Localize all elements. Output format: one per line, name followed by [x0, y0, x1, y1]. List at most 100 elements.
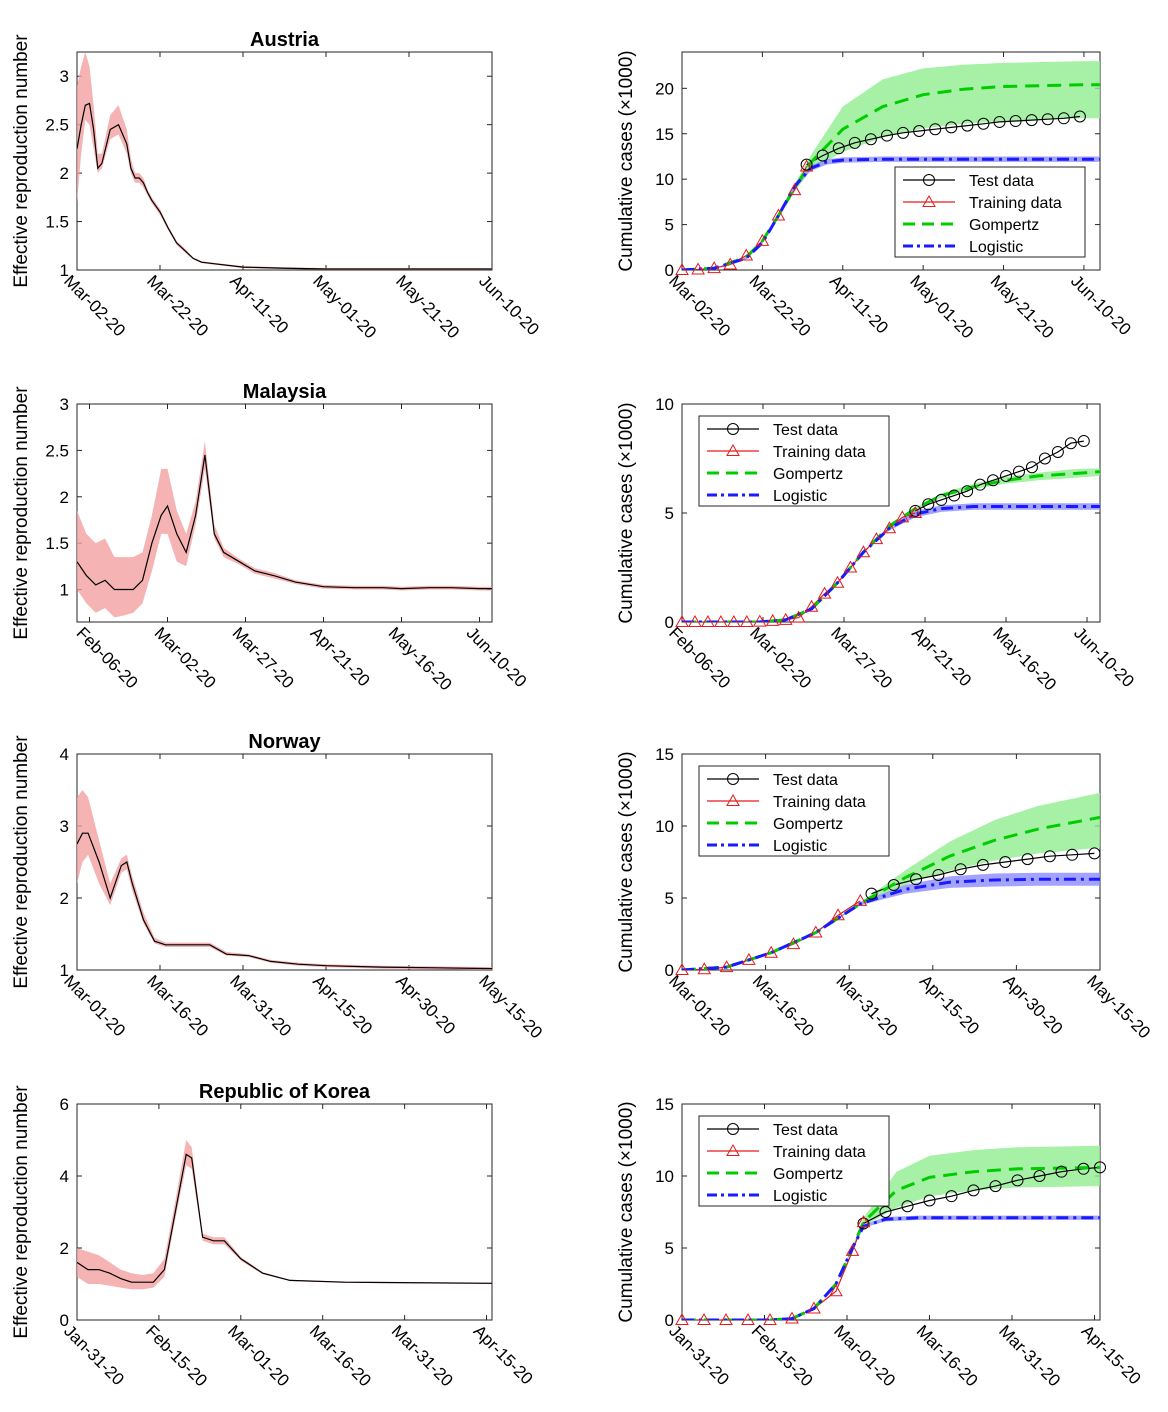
test-data-point	[974, 478, 987, 491]
test-data-point	[1088, 847, 1101, 860]
x-tick-label: May-21-20	[987, 271, 1058, 342]
test-data-line	[915, 440, 1084, 512]
legend-label: Logistic	[773, 488, 827, 505]
test-data-point	[1077, 1162, 1090, 1175]
training-data-point	[778, 612, 793, 625]
y-tick-label: 0	[665, 961, 674, 980]
legend-label: Training data	[969, 195, 1062, 212]
y-tick-label: 2	[60, 889, 69, 908]
legend-label: Test data	[969, 173, 1034, 190]
confidence-band	[682, 1145, 1100, 1320]
test-data-point	[913, 125, 926, 138]
legend: Test data Training data Gompertz Logistic	[698, 1115, 890, 1207]
y-tick-label: 15	[655, 745, 674, 764]
series-line	[77, 102, 492, 270]
test-data-point	[954, 863, 967, 876]
test-data-line	[871, 852, 1095, 895]
confidence-band	[682, 872, 1100, 970]
x-tick-label: Mar-22-20	[143, 271, 212, 340]
x-tick-label: Jun-10-20	[1067, 271, 1135, 339]
y-tick-label: 3	[60, 817, 69, 836]
y-axis-label: Effective reproduction number	[11, 1085, 32, 1339]
legend-circle-marker	[727, 773, 739, 785]
series-line	[77, 832, 492, 970]
x-tick-label: May-01-20	[906, 271, 977, 342]
legend-triangle-marker	[726, 793, 740, 806]
confidence-band	[682, 792, 1100, 970]
logistic-line	[682, 877, 1100, 970]
legend: Test data Training data Gompertz Logistic	[698, 415, 890, 507]
test-data-point	[923, 1194, 936, 1207]
training-data-point	[763, 1312, 777, 1325]
test-data-point	[1011, 1174, 1024, 1187]
test-data-point	[961, 485, 974, 498]
legend-box	[698, 415, 890, 507]
test-data-point	[977, 117, 990, 130]
legend-box	[894, 166, 1086, 258]
x-tick-label: Mar-16-20	[143, 971, 212, 1040]
x-tick-label: Apr-21-20	[307, 623, 374, 690]
training-data-point	[791, 610, 806, 623]
training-data-point	[807, 1301, 821, 1314]
training-data-point	[908, 505, 923, 518]
training-data-point	[726, 614, 741, 627]
test-data-point	[945, 1190, 958, 1203]
legend-label: Test data	[773, 772, 838, 789]
y-tick-label: 1	[60, 961, 69, 980]
x-tick-label: Apr-15-20	[309, 971, 376, 1038]
legend-circle-marker	[923, 174, 935, 186]
x-tick-label: May-15-20	[475, 971, 546, 1042]
legend-triangle-marker	[726, 443, 740, 456]
chart-panel-3: 0 5 10 Feb-06-20 Mar-02-20 Mar-27-20 Apr-21-20…	[616, 395, 1138, 694]
test-data-point	[865, 887, 878, 900]
x-tick-label: Feb-15-20	[142, 1321, 211, 1390]
plot-area	[77, 790, 492, 970]
gompertz-line	[682, 470, 1100, 622]
test-data-point	[1057, 112, 1070, 125]
training-data-point	[785, 1311, 799, 1324]
training-data-point	[691, 262, 705, 275]
test-data-point	[1041, 113, 1054, 126]
training-data-point	[882, 521, 897, 534]
test-data-point	[1012, 465, 1025, 478]
training-data-point	[853, 893, 868, 906]
training-data-point	[739, 614, 754, 627]
x-tick-label: Apr-30-20	[392, 971, 459, 1038]
x-tick-label: Mar-02-20	[746, 623, 815, 692]
x-tick-label: Apr-11-20	[826, 271, 892, 337]
test-data-point	[993, 115, 1006, 128]
training-data-point	[787, 183, 802, 196]
test-data-point	[935, 493, 948, 506]
x-tick-label: May-16-20	[989, 623, 1060, 694]
training-data-point	[856, 1215, 871, 1228]
test-data-point	[922, 498, 935, 511]
test-data-point	[880, 129, 893, 142]
legend-label: Logistic	[773, 1188, 827, 1205]
x-tick-label: Apr-15-20	[470, 1321, 537, 1388]
x-tick-label: Jun-10-20	[1070, 623, 1138, 691]
training-data-point	[843, 560, 858, 573]
test-data-point	[929, 123, 942, 136]
y-tick-label: 10	[655, 1167, 674, 1186]
training-data-point	[701, 614, 715, 627]
x-tick-label: Mar-01-20	[830, 1321, 899, 1390]
axes-box	[76, 753, 493, 971]
plot-area	[77, 1140, 492, 1290]
logistic-line	[682, 1216, 1100, 1320]
x-tick-label: Jun-10-20	[475, 271, 543, 339]
chart-panel-2: Malaysia 1 1.5 2 2.5 3 Feb-06-20 Mar-02-20 Mar-2…	[11, 381, 530, 694]
test-data-point	[967, 1184, 980, 1197]
training-data-point	[697, 962, 712, 975]
test-data-line	[806, 115, 1080, 166]
x-tick-label: Mar-31-20	[832, 971, 901, 1040]
y-tick-label: 0	[60, 1311, 69, 1330]
y-tick-label: 6	[60, 1095, 69, 1114]
y-tick-label: 0	[665, 261, 674, 280]
test-data-point	[989, 1180, 1002, 1193]
test-data-point	[932, 868, 945, 881]
x-tick-label: Apr-11-20	[226, 271, 292, 337]
training-data-point	[829, 1284, 843, 1297]
